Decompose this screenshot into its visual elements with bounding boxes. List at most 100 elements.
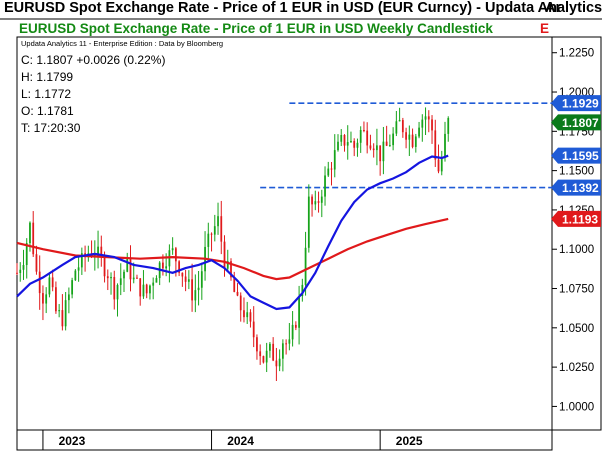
price-label-flag — [551, 210, 601, 227]
candle-body — [427, 116, 430, 120]
candle-body — [22, 265, 25, 270]
candle-body — [444, 133, 446, 159]
candle-body — [210, 233, 213, 235]
candle-body — [181, 272, 184, 277]
plot-area — [16, 36, 553, 431]
candle-body — [434, 130, 437, 160]
candle-body — [369, 145, 372, 149]
candle-body — [294, 324, 297, 328]
price-label-text: 1.1193 — [562, 212, 598, 226]
candle-body — [220, 216, 223, 242]
candle-body — [106, 276, 109, 279]
candle-body — [113, 276, 116, 300]
candle-body — [285, 343, 288, 345]
candle-body — [431, 119, 433, 131]
edition-label: Updata Analytics 11 - Enterprise Edition… — [21, 39, 223, 48]
price-labels: 1.1929 1.1807 1.1595 1.1392 1.1193 — [551, 95, 601, 227]
candle-body — [35, 254, 38, 272]
candle-body — [440, 158, 443, 172]
price-label-flag — [551, 95, 601, 112]
candle-body — [414, 136, 417, 147]
corner-label: Ar — [545, 0, 562, 16]
candle-body — [236, 291, 239, 296]
candle-body — [139, 278, 142, 297]
candle-body — [320, 196, 323, 203]
candle-body — [288, 339, 291, 344]
price-label-text: 1.1595 — [562, 149, 599, 163]
candle-body — [275, 360, 278, 367]
readout-time: T: 17:20:30 — [21, 121, 81, 135]
candle-body — [343, 134, 346, 146]
candle-body — [97, 246, 99, 254]
candle-body — [213, 226, 216, 235]
moving-averages — [16, 154, 449, 311]
candle-body — [333, 150, 336, 170]
candle-body — [359, 130, 362, 143]
candle-body — [48, 277, 51, 295]
candle-body — [262, 356, 265, 363]
candle-body — [411, 134, 414, 147]
candle-body — [38, 271, 41, 294]
readout-close: C: 1.1807 +0.0026 (0.22%) — [21, 53, 165, 67]
candle-body — [311, 196, 313, 205]
candle-body — [372, 148, 375, 151]
candle-body — [239, 295, 242, 311]
readout-open: O: 1.1781 — [21, 104, 74, 118]
candle-body — [25, 243, 28, 266]
candle-body — [252, 321, 255, 338]
candle-body — [67, 294, 70, 301]
candle-body — [42, 293, 44, 304]
candle-body — [278, 358, 281, 367]
candle-body — [366, 130, 369, 146]
candle-body — [178, 261, 181, 273]
candle-body — [29, 222, 31, 244]
candle-body — [408, 134, 411, 140]
candle-body — [51, 277, 54, 288]
candle-body — [346, 142, 349, 146]
readout-low: L: 1.1772 — [21, 87, 71, 101]
candle-body — [398, 120, 401, 122]
time-tick-label: 2023 — [59, 434, 86, 448]
candle-body — [249, 312, 252, 322]
candle-body — [16, 272, 18, 274]
candle-body — [350, 140, 352, 143]
candle-body — [269, 343, 271, 351]
candle-body — [395, 121, 398, 134]
candle-body — [392, 133, 395, 146]
readout-high: H: 1.1799 — [21, 70, 73, 84]
candle-body — [80, 253, 83, 268]
price-label-text: 1.1929 — [562, 97, 599, 111]
candle-body — [64, 300, 67, 327]
candle-body — [233, 277, 236, 292]
title-bar: EURUSD Spot Exchange Rate - Price of 1 E… — [0, 0, 602, 19]
candle-body — [307, 196, 310, 248]
candle-body — [145, 284, 148, 294]
candle-body — [327, 168, 330, 176]
candle-body — [207, 233, 210, 247]
time-tick-label: 2025 — [396, 434, 423, 448]
candle-body — [61, 310, 64, 327]
candle-body — [197, 287, 200, 291]
candle-body — [123, 271, 125, 279]
price-label-text: 1.1392 — [562, 181, 599, 195]
candle-body — [376, 145, 378, 151]
candle-body — [301, 284, 304, 297]
candle-body — [243, 310, 245, 318]
price-tick-label: 1.0750 — [559, 284, 594, 296]
candle-body — [382, 141, 385, 162]
candle-body — [152, 282, 155, 286]
candle-body — [340, 134, 343, 142]
candle-body — [298, 296, 300, 328]
candle-body — [223, 241, 226, 269]
price-label-flag — [551, 179, 601, 196]
candle-body — [337, 141, 339, 151]
candle-body — [217, 216, 219, 227]
candle-body — [246, 312, 249, 318]
price-tick-label: 1.0250 — [559, 362, 594, 374]
price-tick-label: 1.0000 — [559, 401, 594, 413]
candle-body — [388, 145, 391, 147]
candle-body — [116, 284, 119, 300]
candle-body — [184, 276, 187, 282]
candle-body — [142, 284, 145, 297]
